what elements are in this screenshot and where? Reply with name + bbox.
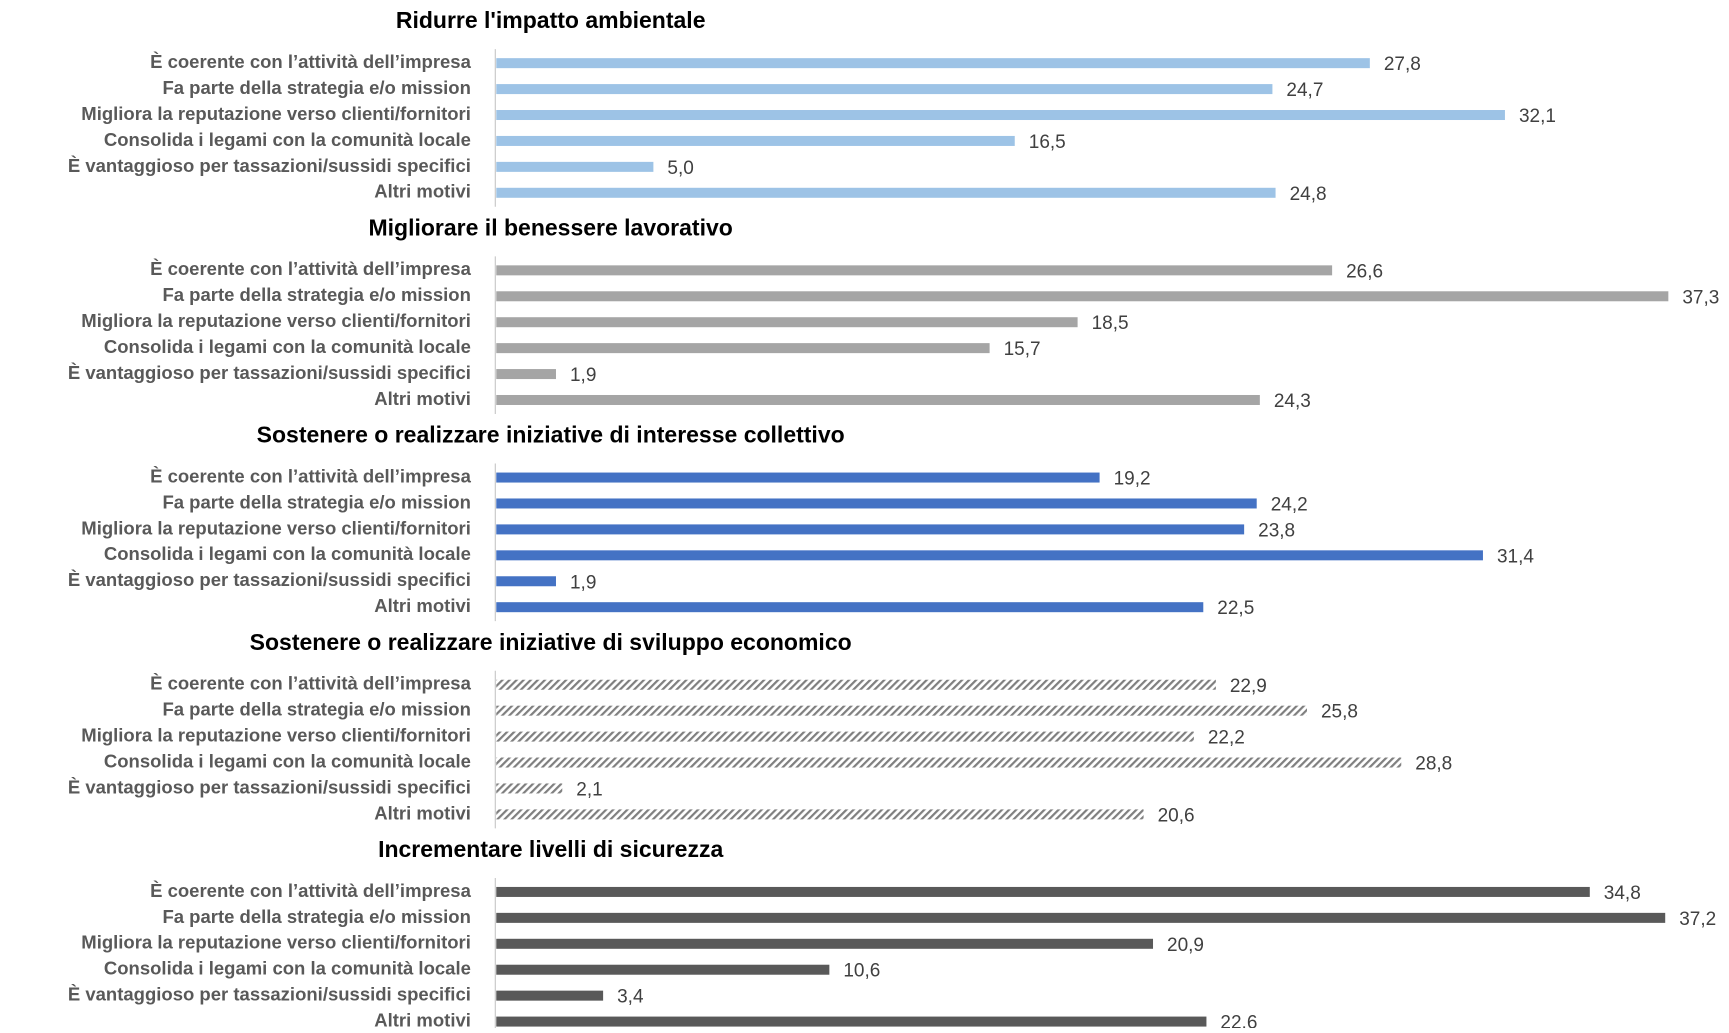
bar — [496, 343, 990, 354]
bar — [496, 705, 1307, 716]
value-label: 24,7 — [1286, 80, 1323, 101]
bar — [496, 187, 1276, 198]
category-label: Altri motivi — [374, 595, 471, 616]
value-label: 24,3 — [1274, 391, 1311, 412]
bar — [496, 110, 1505, 121]
bar — [496, 576, 556, 587]
category-label: Migliora la reputazione verso clienti/fo… — [81, 517, 471, 538]
category-label: Altri motivi — [374, 181, 471, 202]
value-label: 19,2 — [1114, 469, 1151, 490]
category-label: È coerente con l’attività dell’impresa — [150, 51, 471, 72]
category-label: Fa parte della strategia e/o mission — [162, 491, 470, 512]
group-title: Ridurre l'impatto ambientale — [396, 7, 706, 33]
value-label: 20,6 — [1158, 805, 1195, 826]
value-label: 24,2 — [1271, 494, 1308, 515]
bar — [496, 809, 1144, 820]
category-label: È vantaggioso per tassazioni/sussidi spe… — [68, 569, 471, 590]
category-label: È coerente con l’attività dell’impresa — [150, 465, 471, 486]
value-label: 31,4 — [1497, 546, 1534, 567]
value-label: 18,5 — [1092, 313, 1129, 334]
value-label: 34,8 — [1604, 883, 1641, 904]
category-label: È vantaggioso per tassazioni/sussidi spe… — [68, 362, 471, 383]
bar — [496, 679, 1216, 690]
category-label: Migliora la reputazione verso clienti/fo… — [81, 310, 471, 331]
category-label: È vantaggioso per tassazioni/sussidi spe… — [68, 155, 471, 176]
bar — [496, 394, 1260, 405]
category-label: È coerente con l’attività dell’impresa — [150, 880, 471, 901]
bar — [496, 757, 1402, 768]
category-label: Migliora la reputazione verso clienti/fo… — [81, 103, 471, 124]
bar — [496, 58, 1370, 69]
value-label: 37,3 — [1682, 287, 1719, 308]
value-label: 26,6 — [1346, 261, 1383, 282]
value-label: 22,2 — [1208, 728, 1245, 749]
value-label: 27,8 — [1384, 54, 1421, 75]
bar — [496, 912, 1666, 923]
category-label: È coerente con l’attività dell’impresa — [150, 258, 471, 279]
bar — [496, 84, 1273, 95]
bar — [496, 135, 1015, 146]
value-label: 28,8 — [1415, 754, 1452, 775]
bar — [496, 291, 1669, 302]
bar — [496, 498, 1257, 509]
category-label: Fa parte della strategia e/o mission — [162, 77, 470, 98]
bar — [496, 1016, 1207, 1027]
value-label: 25,8 — [1321, 702, 1358, 723]
bar — [496, 731, 1194, 742]
value-label: 20,9 — [1167, 935, 1204, 956]
bar — [496, 369, 556, 380]
category-label: Fa parte della strategia e/o mission — [162, 906, 470, 927]
category-label: È vantaggioso per tassazioni/sussidi spe… — [68, 776, 471, 797]
value-label: 22,5 — [1217, 598, 1254, 619]
bar — [496, 783, 563, 794]
bar — [496, 265, 1333, 276]
bar — [496, 602, 1204, 613]
category-label: Fa parte della strategia e/o mission — [162, 284, 470, 305]
category-label: Migliora la reputazione verso clienti/fo… — [81, 724, 471, 745]
category-label: Consolida i legami con la comunità local… — [104, 543, 471, 564]
value-label: 23,8 — [1258, 520, 1295, 541]
category-label: Consolida i legami con la comunità local… — [104, 336, 471, 357]
value-label: 22,6 — [1220, 1013, 1257, 1028]
value-label: 37,2 — [1679, 909, 1716, 930]
bar — [496, 472, 1100, 483]
value-label: 1,9 — [570, 365, 596, 386]
value-label: 3,4 — [617, 987, 644, 1008]
value-label: 5,0 — [667, 158, 693, 179]
group-title: Sostenere o realizzare iniziative di int… — [257, 422, 845, 448]
value-label: 2,1 — [576, 779, 602, 800]
category-label: È vantaggioso per tassazioni/sussidi spe… — [68, 984, 471, 1005]
bar — [496, 990, 604, 1001]
value-label: 22,9 — [1230, 676, 1267, 697]
category-label: Altri motivi — [374, 802, 471, 823]
bar — [496, 524, 1245, 535]
group-title: Incrementare livelli di sicurezza — [378, 836, 723, 862]
category-label: Fa parte della strategia e/o mission — [162, 699, 470, 720]
value-label: 1,9 — [570, 572, 596, 593]
value-label: 24,8 — [1290, 184, 1327, 205]
group-title: Sostenere o realizzare iniziative di svi… — [250, 629, 852, 655]
bar — [496, 964, 830, 975]
bar — [496, 886, 1590, 897]
bar — [496, 317, 1078, 328]
value-label: 15,7 — [1004, 339, 1041, 360]
category-label: È coerente con l’attività dell’impresa — [150, 673, 471, 694]
category-label: Migliora la reputazione verso clienti/fo… — [81, 932, 471, 953]
category-label: Altri motivi — [374, 1009, 471, 1028]
category-label: Consolida i legami con la comunità local… — [104, 750, 471, 771]
bar — [496, 550, 1483, 561]
value-label: 32,1 — [1519, 106, 1556, 127]
category-label: Consolida i legami con la comunità local… — [104, 129, 471, 150]
bar — [496, 938, 1154, 949]
group-title: Migliorare il benessere lavorativo — [369, 214, 733, 240]
category-label: Consolida i legami con la comunità local… — [104, 958, 471, 979]
category-label: Altri motivi — [374, 388, 471, 409]
value-label: 10,6 — [843, 961, 880, 982]
bar — [496, 161, 654, 172]
value-label: 16,5 — [1029, 132, 1066, 153]
